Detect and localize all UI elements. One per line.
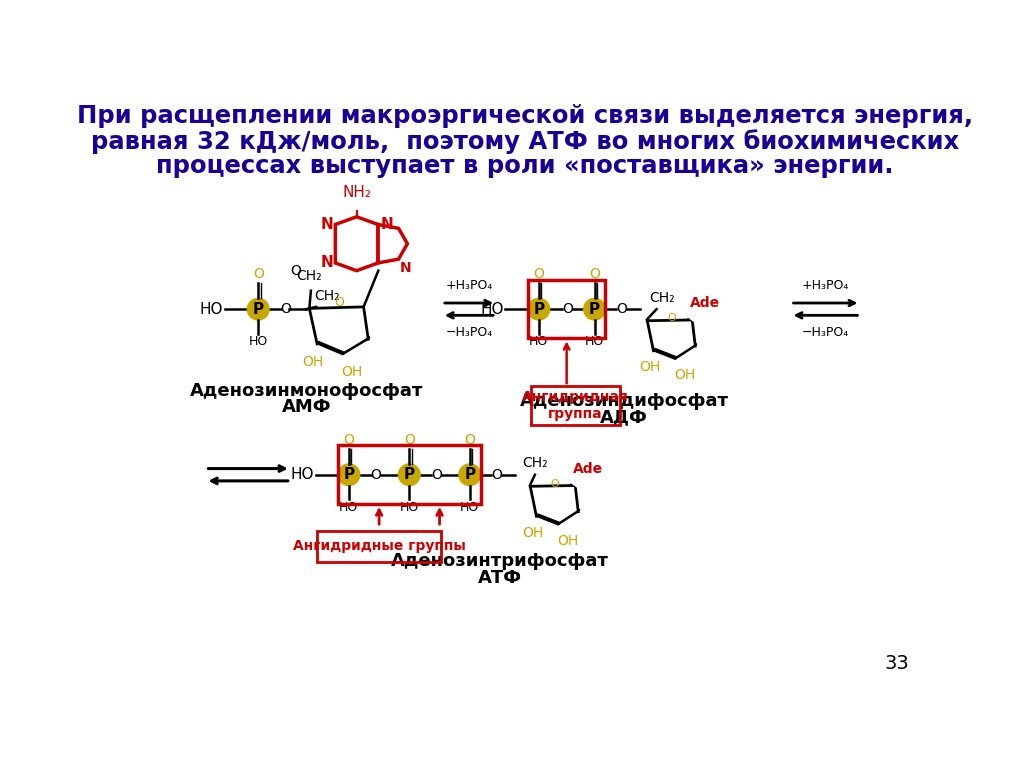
Polygon shape: [558, 509, 580, 525]
Bar: [317, 531, 441, 561]
Circle shape: [398, 464, 420, 486]
Text: CH₂: CH₂: [649, 291, 675, 304]
Text: Ангидридные группы: Ангидридные группы: [293, 539, 466, 553]
Text: O: O: [589, 268, 600, 281]
Text: CH₂: CH₂: [314, 289, 340, 303]
Text: N: N: [321, 217, 333, 232]
Text: АМФ: АМФ: [282, 398, 331, 416]
Text: O: O: [335, 296, 344, 309]
Polygon shape: [317, 341, 344, 354]
Text: АТФ: АТФ: [478, 568, 522, 587]
Text: Аденозинмонофосфат: Аденозинмонофосфат: [189, 382, 423, 400]
Text: HO: HO: [399, 501, 419, 514]
Circle shape: [459, 464, 480, 486]
Text: P: P: [534, 301, 545, 317]
Text: −H₃PO₄: −H₃PO₄: [445, 326, 493, 339]
Text: P: P: [343, 467, 354, 482]
Text: O: O: [668, 313, 677, 323]
Text: N: N: [380, 217, 393, 232]
Text: Ангидридная
группа: Ангидридная группа: [522, 390, 629, 420]
Text: Аденозинтрифосфат: Аденозинтрифосфат: [391, 551, 609, 570]
Text: +H₃PO₄: +H₃PO₄: [445, 279, 493, 292]
Text: OH: OH: [341, 365, 362, 380]
Text: HO: HO: [585, 335, 604, 348]
Polygon shape: [653, 348, 677, 359]
Text: O: O: [534, 268, 544, 281]
Text: HO: HO: [460, 501, 479, 514]
Text: равная 32 кДж/моль,  поэтому АТФ во многих биохимических: равная 32 кДж/моль, поэтому АТФ во многи…: [91, 129, 958, 154]
Text: процессах выступает в роли «поставщика» энергии.: процессах выступает в роли «поставщика» …: [156, 154, 894, 179]
Text: O: O: [371, 468, 381, 482]
Polygon shape: [343, 337, 370, 354]
Text: Ade: Ade: [689, 296, 720, 310]
Text: OH: OH: [522, 525, 543, 539]
Text: HO: HO: [339, 501, 358, 514]
Text: OH: OH: [674, 368, 695, 383]
Text: O: O: [280, 302, 291, 316]
Text: P: P: [253, 301, 264, 317]
Text: −H₃PO₄: −H₃PO₄: [802, 326, 849, 339]
Circle shape: [338, 464, 359, 486]
Circle shape: [584, 298, 605, 320]
Text: O: O: [290, 265, 301, 278]
Text: CH₂: CH₂: [522, 456, 548, 470]
Bar: [531, 386, 621, 425]
Text: АДФ: АДФ: [600, 408, 648, 426]
Text: O: O: [551, 479, 559, 489]
Text: OH: OH: [557, 534, 579, 548]
Polygon shape: [675, 344, 697, 359]
Text: HO: HO: [529, 335, 549, 348]
Bar: [528, 280, 605, 338]
Polygon shape: [537, 514, 560, 525]
Text: O: O: [464, 433, 475, 447]
Text: При расщеплении макроэргической связи выделяется энергия,: При расщеплении макроэргической связи вы…: [77, 104, 973, 127]
Text: N: N: [400, 262, 412, 275]
Text: HO: HO: [249, 335, 268, 348]
Text: HO: HO: [480, 301, 504, 317]
Text: N: N: [321, 255, 333, 271]
Text: O: O: [616, 302, 627, 316]
Text: O: O: [253, 268, 263, 281]
Text: Ade: Ade: [572, 462, 603, 476]
Text: 33: 33: [885, 654, 909, 673]
Text: HO: HO: [200, 301, 223, 317]
Text: HO: HO: [291, 467, 314, 482]
Text: O: O: [431, 468, 442, 482]
Circle shape: [567, 449, 607, 489]
Text: P: P: [403, 467, 415, 482]
Circle shape: [684, 283, 725, 323]
Text: +H₃PO₄: +H₃PO₄: [802, 279, 849, 292]
Text: P: P: [589, 301, 600, 317]
Text: NH₂: NH₂: [342, 185, 371, 200]
Circle shape: [528, 298, 550, 320]
Text: O: O: [562, 302, 572, 316]
Text: OH: OH: [639, 360, 660, 374]
Text: O: O: [492, 468, 503, 482]
Text: O: O: [403, 433, 415, 447]
Text: O: O: [343, 433, 354, 447]
Bar: [338, 446, 480, 504]
Text: CH₂: CH₂: [297, 269, 323, 283]
Circle shape: [248, 298, 269, 320]
Text: Аденозиндифосфат: Аденозиндифосфат: [519, 392, 728, 410]
Text: P: P: [464, 467, 475, 482]
Text: OH: OH: [303, 354, 324, 369]
